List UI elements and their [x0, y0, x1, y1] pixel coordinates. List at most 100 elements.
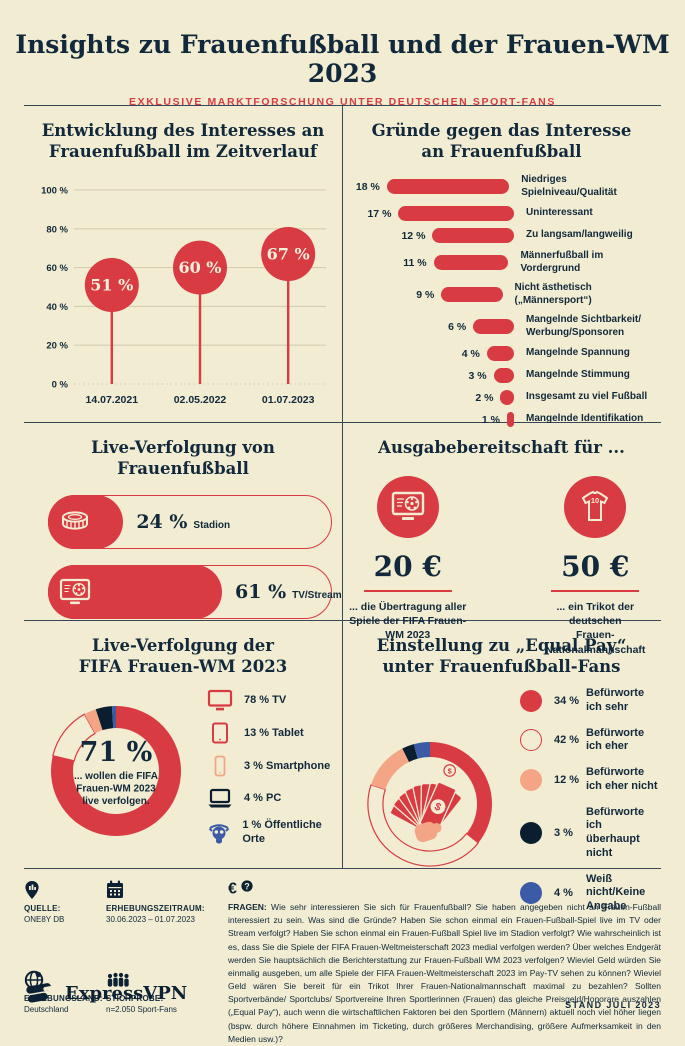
- meta-sample: STICHPROBE: n=2.050 Sport-Fans: [106, 970, 220, 1046]
- bar-category-label: Stadion: [193, 520, 231, 532]
- spending-caption-jersey: ... ein Trikot der deutschen Frauen-Nati…: [545, 601, 646, 656]
- tv-football-icon: [376, 476, 439, 539]
- svg-text:40 %: 40 %: [46, 302, 68, 313]
- reason-bar-row: 1 % Mangelnde Identifikation: [346, 412, 661, 428]
- bar: [500, 390, 514, 406]
- legend-item: 78 % TV: [204, 689, 342, 711]
- euro-question-icon: €?: [228, 880, 661, 896]
- chart-title-live-following: Live-Verfolgung von Frauenfußball: [91, 438, 275, 479]
- smartphone-icon: [214, 756, 226, 777]
- bar-value-label: 11 %: [403, 256, 427, 269]
- spending-caption-broadcast: ... die Übertragung aller Spiele der FIF…: [349, 601, 467, 642]
- meta-grid: QUELLE: ONE8Y DB ERHEBUNGSZEITRAUM: 30.0…: [24, 880, 220, 1046]
- legend-dot: [520, 768, 542, 791]
- bar-category-label: TV/Stream: [292, 590, 342, 602]
- meta-label: QUELLE:: [24, 904, 61, 913]
- reason-bar-row: 17 % Uninteressant: [346, 206, 661, 222]
- legend-label: 4 % PC: [244, 791, 282, 804]
- donut-segment: [371, 748, 410, 790]
- questions-label: FRAGEN:: [228, 902, 267, 912]
- panel-wm-live-devices: Live-Verfolgung der FIFA Frauen-WM 2023 …: [24, 620, 342, 868]
- chart-title-interest-timeline: Entwicklung des Interesses an Frauenfußb…: [41, 121, 325, 162]
- bar-category-label: Mangelnde Sichtbarkeit/ Werbung/Sponsore…: [526, 314, 642, 338]
- svg-text:0 %: 0 %: [52, 380, 69, 391]
- bar-value-label: 61 %: [235, 581, 287, 604]
- bar-category-label: Uninteressant: [526, 207, 593, 219]
- svg-text:02.05.2022: 02.05.2022: [174, 394, 227, 406]
- bar-category-label: Männerfußball im Vordergrund: [520, 250, 604, 274]
- meta-label: STICHPROBE:: [106, 993, 164, 1003]
- svg-text:14.07.2021: 14.07.2021: [86, 394, 139, 406]
- donut-segment: [50, 706, 181, 837]
- reason-bar-row: 4 % Mangelnde Spannung: [346, 346, 661, 362]
- stadium-icon: [62, 511, 88, 530]
- legend-dot: [520, 729, 542, 752]
- meta-value: n=2.050 Sport-Fans: [106, 1004, 177, 1014]
- svg-text:100 %: 100 %: [41, 186, 68, 197]
- public-viewing-icon: [208, 824, 230, 844]
- meta-label: ERHEBUNGSZEITRAUM:: [106, 904, 205, 913]
- spending-value-jersey: 50 €: [561, 550, 630, 584]
- reason-bar-row: 2 % Insgesamt zu viel Fußball: [346, 390, 661, 406]
- svg-text:67 %: 67 %: [267, 245, 310, 264]
- bar-value-label: 4 %: [461, 347, 480, 360]
- rule: [551, 590, 640, 593]
- donut-center-value: 71 %: [80, 737, 153, 768]
- legend-item: 42 % Befürworte ich eher: [520, 727, 661, 755]
- donut-segment: [367, 784, 480, 867]
- donut-segment: [84, 709, 103, 734]
- bar-value-label: 6 %: [448, 320, 467, 333]
- page-title: Insights zu Frauenfußball und der Frauen…: [15, 30, 670, 88]
- legend-dot: [520, 689, 542, 712]
- jersey-icon: 10: [564, 476, 627, 539]
- bar: [432, 228, 514, 244]
- meta-value: Deutschland: [24, 1004, 69, 1014]
- svg-text:51 %: 51 %: [90, 276, 133, 295]
- donut-segment: [430, 742, 492, 843]
- spending-value-broadcast: 20 €: [373, 550, 442, 584]
- legend-label: Befürworte ich sehr: [586, 687, 645, 713]
- tablet-icon: [212, 722, 228, 744]
- svg-text:... wollen die FIFA: ... wollen die FIFA: [74, 771, 158, 782]
- chart-title-spending: Ausgabebereitschaft für ...: [378, 438, 625, 457]
- spending-item-jersey: 10 50 € ... ein Trikot der deutschen Fra…: [530, 476, 662, 657]
- svg-text:Frauen-WM 2023: Frauen-WM 2023: [76, 784, 156, 795]
- meta-label: ERHEBUNGSLAND:: [24, 993, 103, 1003]
- calendar-icon: [106, 880, 220, 900]
- legend-value: 42 %: [554, 734, 580, 747]
- pc-icon: [208, 789, 232, 808]
- stand-date: STAND JULI 2023: [565, 1000, 661, 1010]
- bar-category-label: Mangelnde Spannung: [526, 347, 630, 359]
- live-following-bars: 24 % Stadion 61 % TV/Stream: [48, 495, 342, 620]
- bar-value-label: 1 %: [481, 413, 500, 426]
- bar: [493, 368, 514, 384]
- header: Insights zu Frauenfußball und der Frauen…: [0, 0, 685, 108]
- bar-category-label: Mangelnde Stimmung: [526, 369, 630, 381]
- tv-icon: [207, 690, 233, 711]
- tv-football-icon: [59, 579, 91, 605]
- svg-text:01.07.2023: 01.07.2023: [262, 394, 315, 406]
- donut-segment: [413, 742, 430, 759]
- divider-horizontal-4: [24, 868, 661, 869]
- legend-label: 1 % Öffentliche Orte: [242, 819, 322, 846]
- meta-value: ONE8Y DB: [24, 915, 65, 924]
- legend-item: 1 % Öffentliche Orte: [204, 819, 342, 847]
- chart-title-reasons-against: Gründe gegen das Interesse an Frauenfußb…: [371, 121, 632, 162]
- legend-value: 3 %: [554, 827, 573, 840]
- donut-segment: [402, 744, 418, 763]
- legend-item: 4 % Weiß nicht/Keine Angabe: [520, 873, 661, 914]
- legend-item: 4 % PC: [204, 788, 342, 808]
- equal-pay-legend: 34 % Befürworte ich sehr 42 % Befürworte ic…: [520, 687, 661, 926]
- reasons-bar-chart: 18 % Niedriges Spielniveau/Qualität 17 % Un…: [342, 174, 661, 428]
- bar: [473, 319, 514, 335]
- bar-category-label: Insgesamt zu viel Fußball: [526, 391, 648, 403]
- legend-value: 12 %: [554, 773, 580, 786]
- lollipop-chart: 0 % 20 % 40 % 60 % 80 % 100 % 51 % 14.07.2021 60…: [24, 162, 342, 425]
- panel-live-following: Live-Verfolgung von Frauenfußball 24 % St…: [24, 422, 342, 620]
- footer: QUELLE: ONE8Y DB ERHEBUNGSZEITRAUM: 30.0…: [24, 868, 661, 1044]
- chart-title-wm-live: Live-Verfolgung der FIFA Frauen-WM 2023: [78, 636, 288, 677]
- spending-item-broadcast: 20 € ... die Übertragung aller Spiele de…: [342, 476, 474, 657]
- svg-text:10: 10: [591, 496, 599, 505]
- reason-bar-row: 18 % Niedriges Spielniveau/Qualität: [346, 174, 661, 199]
- bar-category-label: Mangelnde Identifikation: [526, 413, 644, 425]
